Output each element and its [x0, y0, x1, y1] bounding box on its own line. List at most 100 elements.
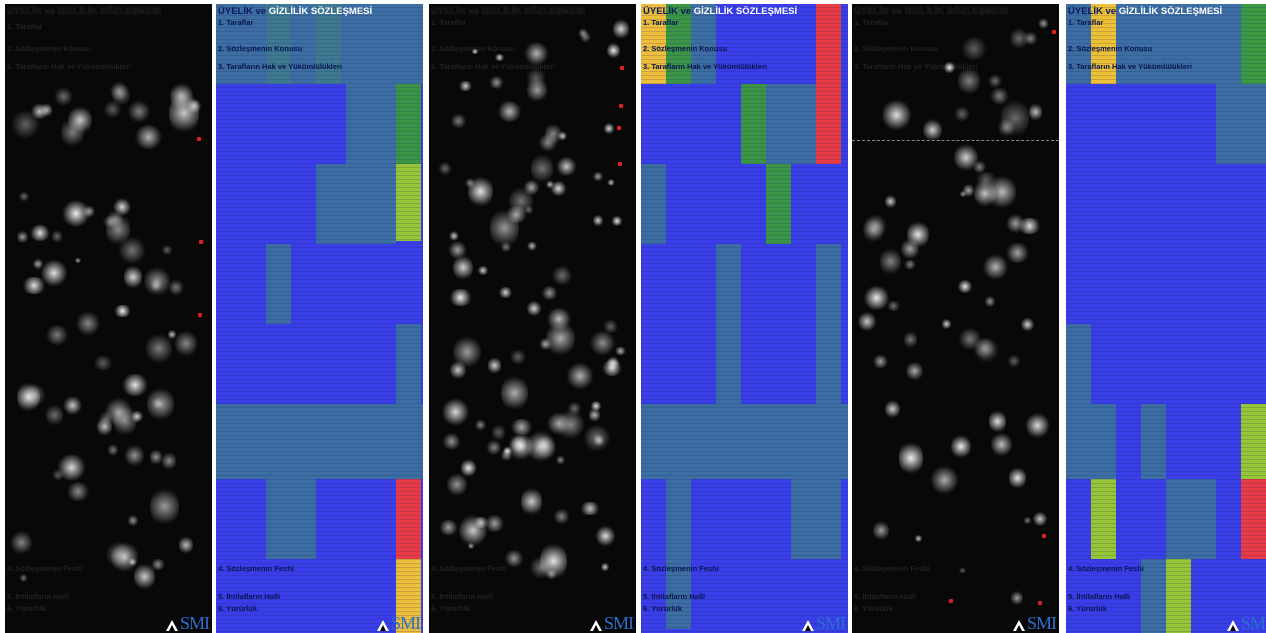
- smi-logo-icon: [165, 620, 178, 631]
- section-heading: 4. Sözleşmenin Feshi: [218, 564, 294, 573]
- document-title: ÜYELİK ve GİZLİLİK SÖZLEŞMESİ: [1068, 6, 1223, 17]
- gaze-blob: [960, 36, 989, 61]
- section-heading: 1. Taraflar: [643, 18, 679, 27]
- section-heading: 1. Taraflar: [7, 22, 43, 31]
- gaze-blob: [120, 373, 150, 396]
- gaze-blob: [872, 355, 889, 369]
- section-heading: 5. İhtilafların Halli: [854, 592, 917, 601]
- gaze-blob: [1028, 101, 1043, 123]
- aoi-cell: [641, 404, 848, 479]
- gaze-blob: [982, 253, 1008, 280]
- gaze-blob: [885, 193, 897, 209]
- gaze-blob: [127, 514, 138, 528]
- gaze-blob: [555, 455, 566, 465]
- gaze-blob: [450, 113, 466, 129]
- fixation-marker: [199, 240, 203, 244]
- fixation-marker: [1042, 534, 1046, 538]
- gaze-blob: [523, 180, 540, 196]
- gaze-blob: [497, 287, 513, 298]
- gaze-blob: [458, 81, 473, 92]
- gaze-blob: [124, 444, 145, 467]
- document-title: ÜYELİK ve GİZLİLİK SÖZLEŞMESİ: [218, 6, 373, 17]
- gaze-blob: [29, 225, 51, 241]
- gaze-blob: [1031, 512, 1048, 527]
- gaze-blob: [862, 285, 891, 310]
- aoi-cell: [316, 4, 341, 84]
- gaze-blob: [954, 105, 971, 122]
- gaze-blob: [884, 398, 901, 420]
- gaze-blob: [589, 407, 601, 423]
- gaze-blob: [607, 42, 621, 59]
- gaze-blob: [546, 568, 558, 581]
- gaze-blob: [963, 182, 975, 198]
- aoi-cell: [1216, 84, 1241, 164]
- document-title: ÜYELİK ve GİZLİLİK SÖZLEŞMESİ: [854, 6, 1009, 17]
- gaze-blob: [611, 216, 624, 226]
- gaze-blob: [442, 397, 469, 426]
- aoi-cell: [766, 164, 791, 244]
- gaze-blob: [592, 434, 606, 447]
- gaze-blob: [103, 101, 123, 118]
- gaze-blob: [954, 143, 978, 172]
- gaze-blob: [972, 338, 997, 359]
- aoi-cell: [266, 4, 291, 84]
- smi-logo-icon: [1226, 620, 1239, 631]
- gaze-blob: [106, 211, 131, 248]
- gaze-blob: [1022, 32, 1039, 45]
- aoi-grid-panel-1: ÜYELİK ve GİZLİLİK SÖZLEŞMESİ 1. Tarafla…: [216, 4, 423, 633]
- smi-logo-icon: [801, 620, 814, 631]
- section-heading: 2. Sözleşmenin Konusu: [7, 44, 92, 53]
- section-heading: 1. Taraflar: [431, 18, 467, 27]
- gaze-blob: [998, 117, 1016, 137]
- section-heading: 3. Tarafların Hak ve Yükümlülükleri: [1068, 62, 1192, 71]
- fixation-marker: [618, 162, 622, 166]
- section-heading: 5. İhtilafların Halli: [1068, 592, 1131, 601]
- gaze-blob: [1025, 411, 1049, 440]
- gaze-blob: [161, 244, 174, 256]
- gaze-blob: [107, 443, 119, 458]
- section-heading: 3. Tarafların Hak ve Yükümlülükleri: [854, 62, 978, 71]
- section-heading: 3. Tarafların Hak ve Yükümlülükleri: [643, 62, 767, 71]
- aoi-cell: [641, 164, 666, 244]
- gaze-blob: [477, 266, 489, 275]
- section-heading: 4. Sözleşmenin Feshi: [7, 564, 83, 573]
- gaze-blob: [168, 329, 177, 340]
- gaze-blob: [905, 361, 924, 381]
- gaze-blob: [882, 99, 912, 132]
- gaze-blob: [497, 101, 523, 123]
- gaze-blob: [1017, 218, 1042, 234]
- aoi-cell: [396, 479, 421, 559]
- gaze-blob: [20, 277, 47, 294]
- gaze-blob: [601, 561, 610, 572]
- gaze-blob: [984, 295, 995, 308]
- gaze-blob: [494, 53, 506, 61]
- aoi-cell: [816, 4, 841, 84]
- gaze-blob: [545, 122, 562, 146]
- gaze-blob: [146, 386, 175, 422]
- gaze-blob: [447, 241, 467, 260]
- smi-logo: SMI: [589, 614, 634, 632]
- heatmap-panel-2: ÜYELİK ve GİZLİLİK SÖZLEŞMESİ 1. Tarafla…: [429, 4, 636, 633]
- gaze-blob: [470, 48, 479, 55]
- gaze-blob: [1007, 354, 1021, 368]
- aoi-cell: [346, 84, 396, 164]
- gaze-blob: [503, 445, 512, 457]
- section-heading: 6. Yürürlük: [643, 604, 683, 613]
- text-overlay: [641, 4, 848, 633]
- gaze-blob: [600, 359, 624, 377]
- gaze-blob: [526, 77, 548, 104]
- gaze-blob: [167, 278, 185, 296]
- aoi-cell: [641, 4, 666, 84]
- gaze-blob: [501, 240, 512, 254]
- aoi-cell: [816, 84, 841, 164]
- section-heading: 6. Yürürlük: [1068, 604, 1108, 613]
- gaze-blob: [545, 320, 576, 357]
- gaze-blob: [523, 41, 549, 66]
- gaze-blob: [40, 258, 68, 288]
- gaze-blob: [11, 110, 41, 139]
- smi-logo: SMI: [165, 614, 210, 632]
- gaze-blob: [606, 178, 615, 187]
- gaze-blob: [614, 347, 627, 356]
- gaze-blob: [22, 383, 47, 406]
- page-fold-line: [852, 140, 1059, 141]
